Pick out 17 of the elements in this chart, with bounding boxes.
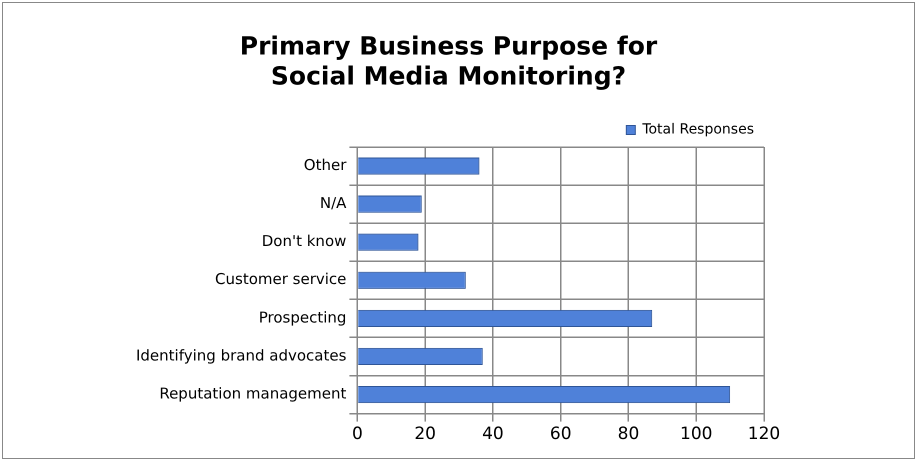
y-tick-label: Don't know [262,232,346,250]
text: Social Media Monitoring? [270,62,626,90]
y-tick-label: Identifying brand advocates [136,346,347,364]
y-tick-label: Customer service [215,270,346,288]
x-tick-label: 120 [748,424,780,444]
x-tick-label: 60 [550,424,572,444]
x-tick-label: 0 [352,424,363,444]
x-tick-label: 80 [618,424,640,444]
x-tick-label: 100 [680,424,712,444]
y-tick-label: Prospecting [258,308,346,326]
y-tick-label: N/A [320,194,348,212]
x-tick-label: 40 [482,424,504,444]
legend-label: Total Responses [641,122,754,138]
y-tick-label: Reputation management [159,384,347,402]
y-tick-label: Other [304,156,348,174]
text: Primary Business Purpose for [240,32,658,60]
x-tick-label: 20 [414,424,436,444]
